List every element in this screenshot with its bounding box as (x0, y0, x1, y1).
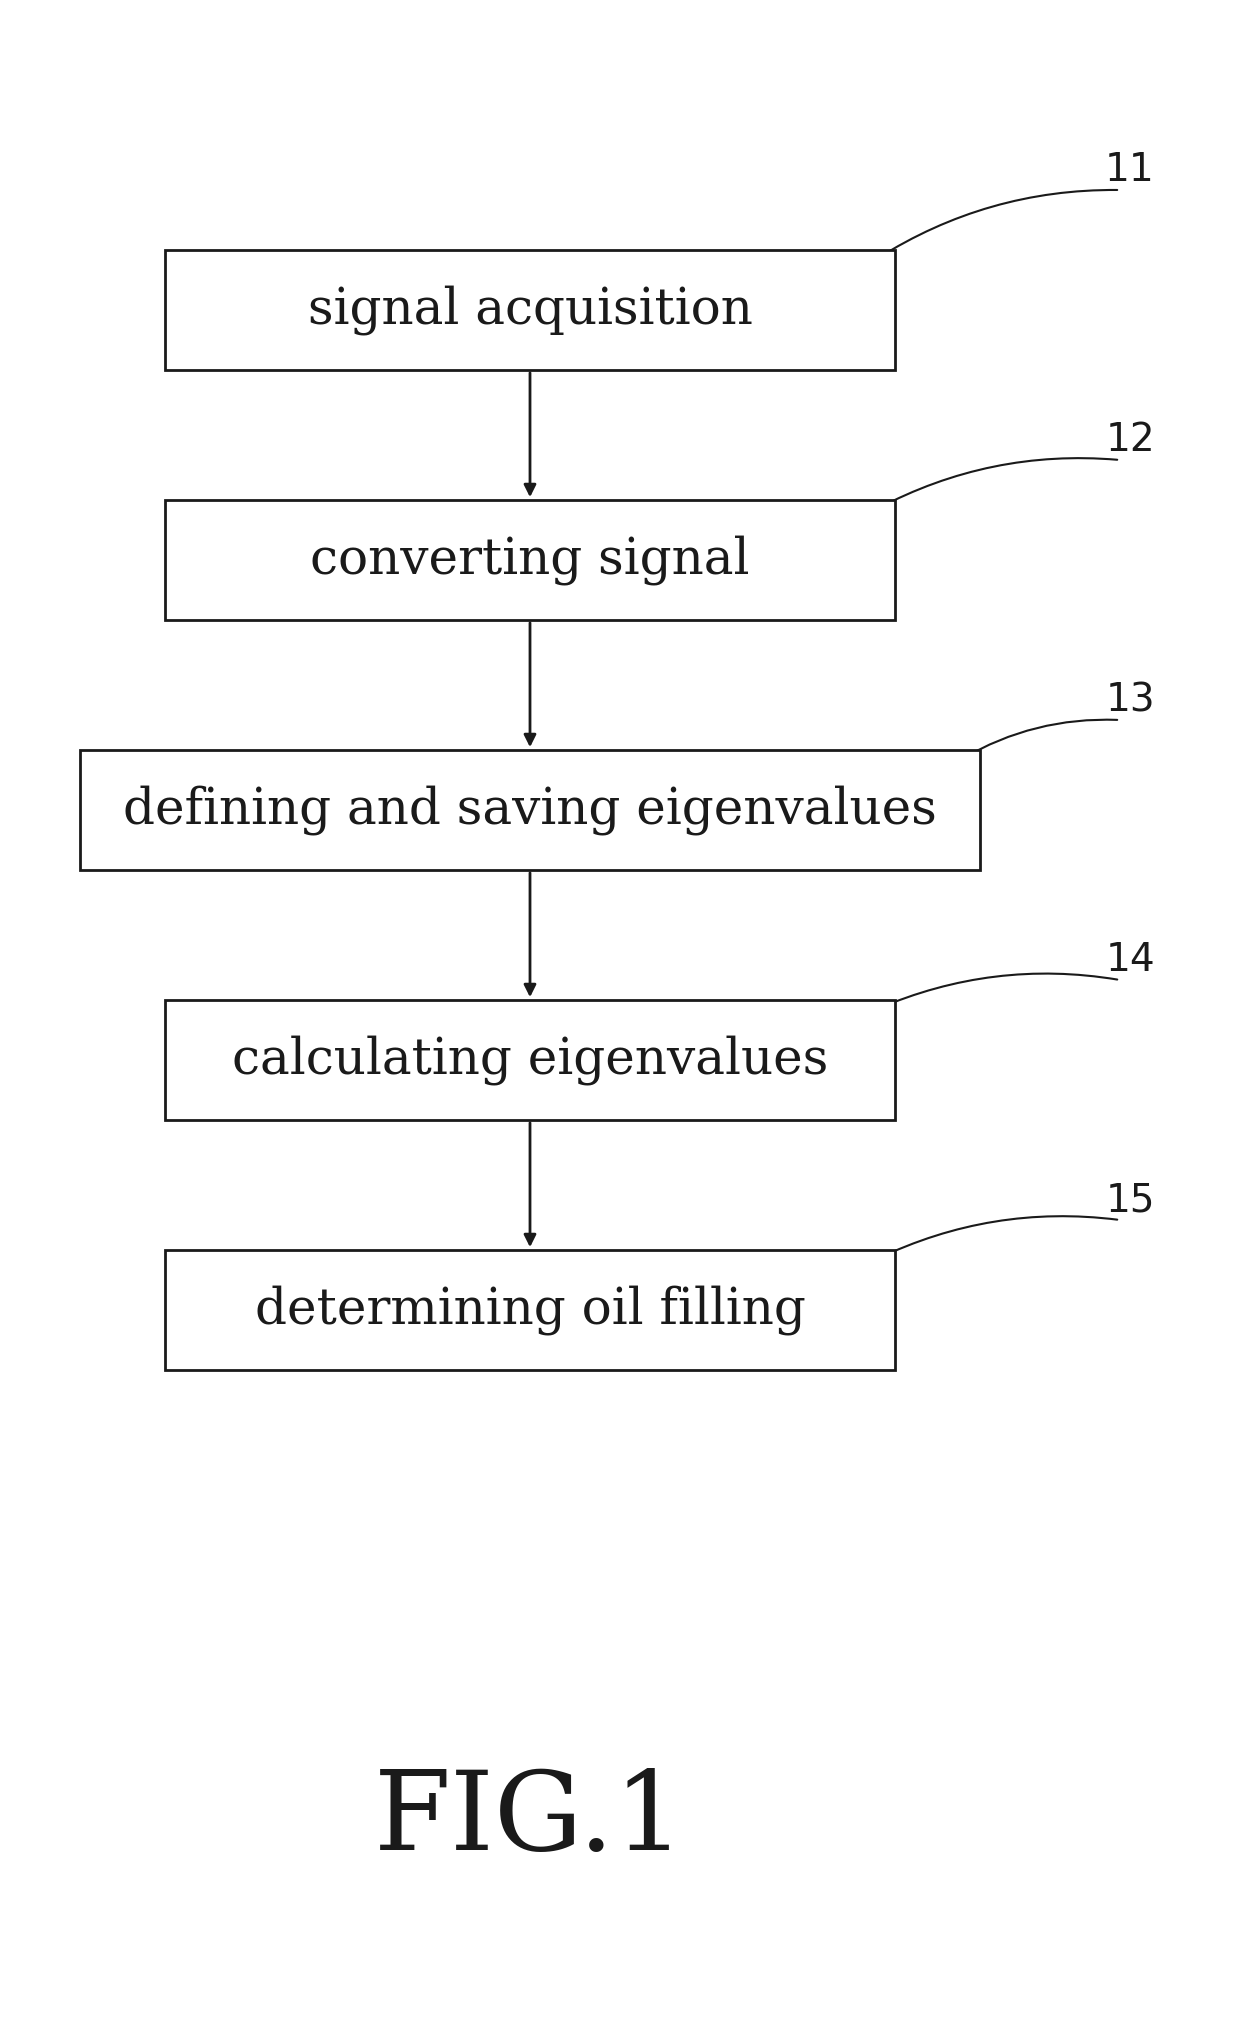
Text: defining and saving eigenvalues: defining and saving eigenvalues (123, 785, 937, 836)
Text: determining oil filling: determining oil filling (254, 1286, 806, 1335)
Text: 14: 14 (1105, 940, 1154, 979)
Bar (165, 1251, 895, 1369)
Text: calculating eigenvalues: calculating eigenvalues (232, 1034, 828, 1085)
Text: 13: 13 (1105, 681, 1154, 719)
Text: signal acquisition: signal acquisition (308, 284, 753, 335)
Bar (165, 1000, 895, 1120)
Bar (81, 750, 980, 871)
Text: FIG.1: FIG.1 (374, 1766, 686, 1874)
Bar (165, 501, 895, 619)
Text: 12: 12 (1105, 421, 1154, 460)
Bar (165, 249, 895, 370)
Text: 15: 15 (1105, 1181, 1154, 1218)
Text: converting signal: converting signal (310, 536, 750, 585)
Text: 11: 11 (1105, 151, 1154, 188)
